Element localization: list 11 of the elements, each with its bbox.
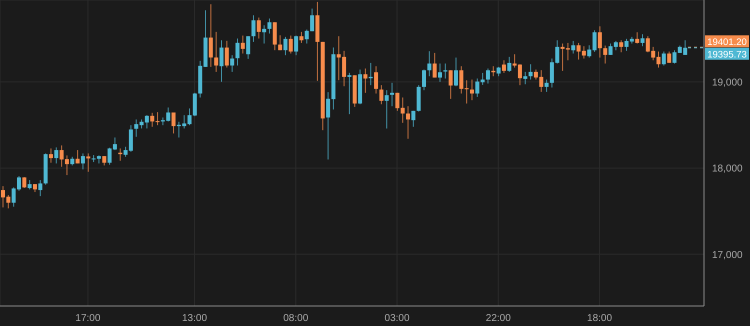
y-tick-label: 19,000 (712, 77, 744, 88)
x-tick-label: 22:00 (486, 313, 512, 324)
y-tick-label: 18,000 (712, 164, 744, 175)
x-tick-label: 13:00 (182, 313, 208, 324)
x-tick-label: 18:00 (587, 313, 612, 324)
y-tick-label: 17,000 (712, 250, 744, 261)
x-tick-label: 17:00 (75, 313, 101, 324)
ref-line-label: 19395.73 (707, 49, 747, 60)
ref-line-label: 19401.20 (707, 36, 747, 48)
x-tick-label: 03:00 (384, 313, 410, 324)
x-tick-label: 08:00 (283, 313, 309, 324)
